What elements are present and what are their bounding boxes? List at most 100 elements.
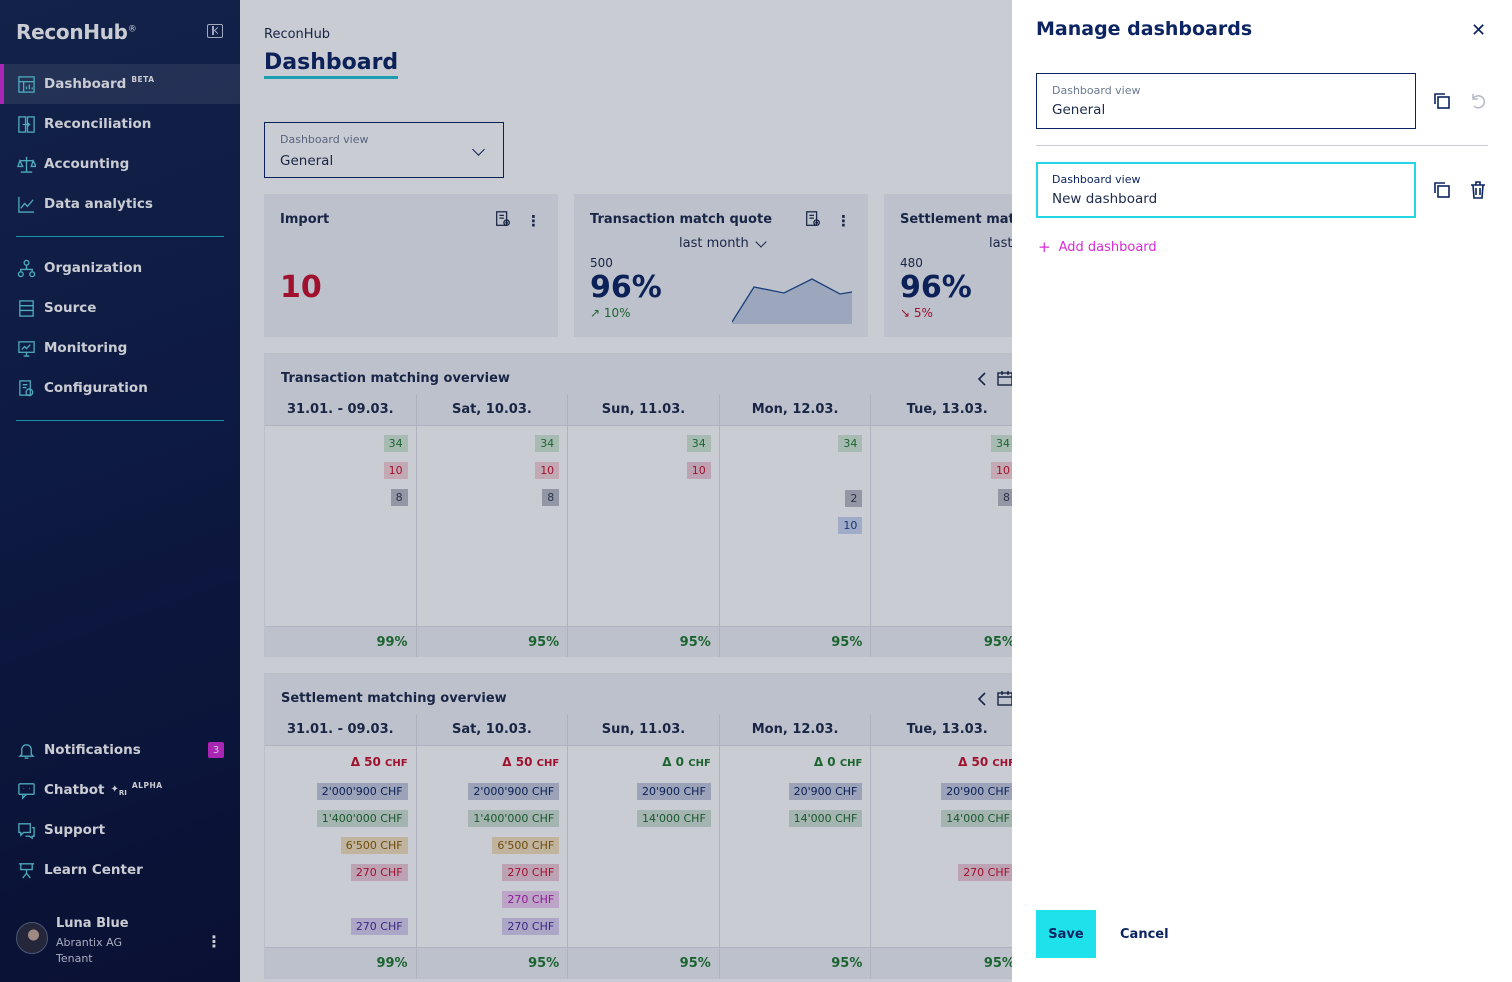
amount-chip[interactable]: 20'900 CHF <box>941 783 1015 800</box>
sidebar-item-organization[interactable]: Organization <box>0 248 240 288</box>
amount-chip[interactable]: 20'900 CHF <box>788 783 863 800</box>
report-view-icon[interactable] <box>804 210 822 232</box>
amount-chip[interactable]: 20'900 CHF <box>636 783 711 800</box>
copy-icon[interactable] <box>1431 90 1453 112</box>
close-icon[interactable]: ✕ <box>1471 20 1487 41</box>
ignored-chip[interactable]: 8 <box>542 489 560 506</box>
dashboard-view-field-new[interactable]: Dashboard view <box>1036 162 1416 218</box>
amount-chip[interactable]: 270 CHF <box>502 918 560 935</box>
avatar <box>16 922 48 954</box>
column-date: Mon, 12.03. <box>719 394 871 426</box>
sidebar-item-notifications[interactable]: Notifications 3 <box>0 730 240 770</box>
sidebar-item-label: Dashboard <box>44 76 127 92</box>
matched-chip[interactable]: 34 <box>990 435 1015 452</box>
column-date: Sun, 11.03. <box>568 714 719 746</box>
sparkline-chart <box>732 278 853 324</box>
cancel-button[interactable]: Cancel <box>1112 910 1177 958</box>
amount-chip[interactable]: 270 CHF <box>958 864 1015 881</box>
amount-chip[interactable]: 1'400'000 CHF <box>316 810 408 827</box>
day-column: Mon, 12.03. 34 2 10 95% <box>719 394 872 657</box>
sidebar-item-support[interactable]: Support <box>0 810 240 850</box>
sidebar-item-dashboard[interactable]: Dashboard BETA <box>0 64 240 104</box>
user-menu-icon[interactable]: ⋮ <box>206 932 222 951</box>
unmatched-chip[interactable]: 10 <box>383 462 408 479</box>
column-date: 31.01. - 09.03. <box>265 394 416 426</box>
add-dashboard-button[interactable]: + Add dashboard <box>1038 238 1157 256</box>
amount-chip[interactable]: 6'500 CHF <box>340 837 408 854</box>
matched-chip[interactable]: 34 <box>535 435 560 452</box>
unmatched-chip[interactable]: 10 <box>535 462 560 479</box>
matched-chip[interactable]: 34 <box>686 435 711 452</box>
unmatched-chip[interactable]: 10 <box>990 462 1015 479</box>
amount-chip[interactable]: 270 CHF <box>502 864 560 881</box>
trash-icon[interactable] <box>1467 179 1489 201</box>
amount-chip[interactable]: 14'000 CHF <box>636 810 711 827</box>
chevron-left-icon[interactable] <box>977 371 987 390</box>
dashboard-view-select[interactable]: Dashboard view General <box>264 122 504 178</box>
page-title: Dashboard <box>264 50 399 79</box>
day-column: Sat, 10.03. Δ 50 CHF 2'000'900 CHF 1'400… <box>416 714 569 978</box>
card-title: Import <box>280 212 330 227</box>
column-date: Mon, 12.03. <box>719 714 871 746</box>
dashboard-name-input[interactable] <box>1052 191 1392 207</box>
ignored-chip[interactable]: 8 <box>390 489 408 506</box>
sidebar-item-data-analytics[interactable]: Data analytics <box>0 184 240 224</box>
sidebar-item-reconciliation[interactable]: Reconciliation <box>0 104 240 144</box>
manage-dashboards-drawer: Manage dashboards ✕ Dashboard view Dashb… <box>1012 0 1512 982</box>
dashboard-view-field-general[interactable]: Dashboard view <box>1036 73 1416 129</box>
amount-chip[interactable]: 14'000 CHF <box>941 810 1015 827</box>
sidebar-item-monitoring[interactable]: Monitoring <box>0 328 240 368</box>
matched-chip[interactable]: 34 <box>838 435 863 452</box>
dashboard-name-input[interactable] <box>1052 102 1392 118</box>
sidebar-item-label: Data analytics <box>44 196 153 212</box>
card-menu-icon[interactable]: ⋮ <box>526 212 541 230</box>
amount-chip[interactable]: 2'000'900 CHF <box>316 783 408 800</box>
chevron-left-icon[interactable] <box>977 691 987 710</box>
user-profile[interactable]: Luna Blue Abrantix AG Tenant ⋮ <box>16 916 226 968</box>
breadcrumb[interactable]: ReconHub <box>264 27 331 42</box>
chatbot-icon <box>16 780 36 800</box>
sidebar-item-configuration[interactable]: Configuration <box>0 368 240 408</box>
line-chart-icon <box>16 194 36 214</box>
amount-chip[interactable]: 14'000 CHF <box>788 810 863 827</box>
ignored-chip[interactable]: 8 <box>997 489 1015 506</box>
report-view-icon[interactable] <box>494 210 512 232</box>
modal-backdrop[interactable] <box>0 0 1012 982</box>
ai-sparkle-icon: ✦RI <box>110 783 127 797</box>
sidebar-item-learn-center[interactable]: Learn Center <box>0 850 240 890</box>
transaction-match-card: Transaction match quote ⋮ last month 500… <box>574 194 868 337</box>
section-title: Settlement matching overview <box>281 691 507 706</box>
period-select[interactable]: last month <box>679 235 767 251</box>
copy-icon[interactable] <box>1431 179 1453 201</box>
amount-chip[interactable]: 270 CHF <box>350 864 408 881</box>
delta-value: Δ 50 CHF <box>958 755 1015 769</box>
sidebar-divider <box>16 236 224 237</box>
pending-chip[interactable]: 10 <box>838 517 863 534</box>
matched-chip[interactable]: 34 <box>383 435 408 452</box>
collapse-sidebar-icon[interactable] <box>207 24 223 38</box>
dashboard-icon <box>16 74 36 94</box>
notification-count-badge: 3 <box>208 742 224 758</box>
day-column: Tue, 13.03. Δ 50 CHF 20'900 CHF 14'000 C… <box>871 714 1023 978</box>
config-icon <box>16 378 36 398</box>
column-total: 99% <box>265 626 416 657</box>
amount-chip[interactable]: 6'500 CHF <box>492 837 560 854</box>
sidebar-item-label: Chatbot <box>44 782 105 798</box>
user-role: Tenant <box>56 952 93 965</box>
amount-chip[interactable]: 270 CHF <box>350 918 408 935</box>
app-logo[interactable]: ReconHub® <box>16 20 137 44</box>
card-menu-icon[interactable]: ⋮ <box>836 212 851 230</box>
amount-chip[interactable]: 1'400'000 CHF <box>468 810 560 827</box>
amount-chip[interactable]: 2'000'900 CHF <box>468 783 560 800</box>
sidebar-item-source[interactable]: Source <box>0 288 240 328</box>
unmatched-chip[interactable]: 10 <box>686 462 711 479</box>
support-chat-icon <box>16 820 36 840</box>
day-column: 31.01. - 09.03. 34 10 8 99% <box>265 394 417 657</box>
column-date: Tue, 13.03. <box>871 394 1023 426</box>
ignored-chip[interactable]: 2 <box>845 490 863 507</box>
sidebar-item-accounting[interactable]: Accounting <box>0 144 240 184</box>
amount-chip[interactable]: 270 CHF <box>502 891 560 908</box>
sidebar-item-chatbot[interactable]: Chatbot ✦RI ALPHA <box>0 770 240 810</box>
save-button[interactable]: Save <box>1036 910 1096 958</box>
column-total: 95% <box>568 626 719 657</box>
